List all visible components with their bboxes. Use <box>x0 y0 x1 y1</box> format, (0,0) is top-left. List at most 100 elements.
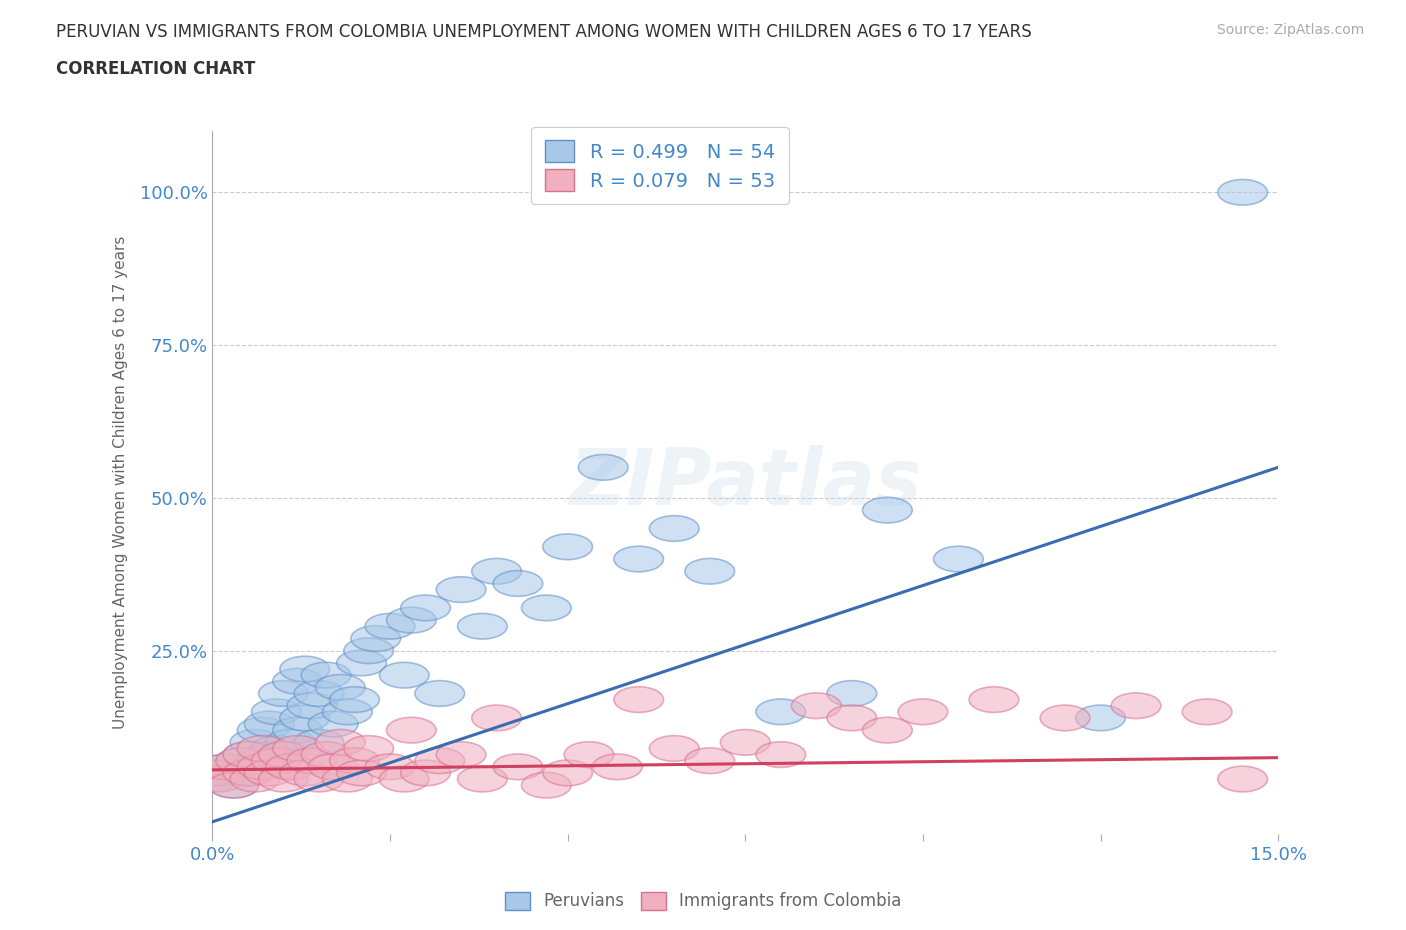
Ellipse shape <box>294 729 344 755</box>
Text: ZIPatlas: ZIPatlas <box>569 445 921 521</box>
Ellipse shape <box>436 742 486 767</box>
Ellipse shape <box>308 711 359 737</box>
Ellipse shape <box>280 760 329 786</box>
Ellipse shape <box>301 742 352 767</box>
Ellipse shape <box>685 558 734 584</box>
Ellipse shape <box>494 754 543 779</box>
Ellipse shape <box>238 754 287 779</box>
Ellipse shape <box>273 717 322 743</box>
Ellipse shape <box>415 748 464 774</box>
Ellipse shape <box>194 766 245 791</box>
Ellipse shape <box>366 754 415 779</box>
Ellipse shape <box>245 760 294 786</box>
Ellipse shape <box>259 681 308 706</box>
Ellipse shape <box>578 455 628 480</box>
Ellipse shape <box>266 754 315 779</box>
Ellipse shape <box>194 760 245 786</box>
Ellipse shape <box>252 699 301 724</box>
Ellipse shape <box>301 662 352 688</box>
Ellipse shape <box>259 766 308 791</box>
Ellipse shape <box>472 705 522 731</box>
Ellipse shape <box>287 693 336 719</box>
Ellipse shape <box>315 729 366 755</box>
Ellipse shape <box>1182 699 1232 724</box>
Ellipse shape <box>315 674 366 700</box>
Ellipse shape <box>231 766 280 791</box>
Ellipse shape <box>614 546 664 572</box>
Ellipse shape <box>245 711 294 737</box>
Ellipse shape <box>238 717 287 743</box>
Legend: R = 0.499   N = 54, R = 0.079   N = 53: R = 0.499 N = 54, R = 0.079 N = 53 <box>531 126 789 205</box>
Ellipse shape <box>336 650 387 676</box>
Ellipse shape <box>252 736 301 762</box>
Ellipse shape <box>322 699 373 724</box>
Ellipse shape <box>187 766 238 791</box>
Ellipse shape <box>522 595 571 620</box>
Ellipse shape <box>969 686 1019 712</box>
Ellipse shape <box>564 742 614 767</box>
Ellipse shape <box>1218 766 1267 791</box>
Ellipse shape <box>862 717 912 743</box>
Y-axis label: Unemployment Among Women with Children Ages 6 to 17 years: Unemployment Among Women with Children A… <box>114 236 128 729</box>
Ellipse shape <box>238 736 287 762</box>
Ellipse shape <box>266 729 315 755</box>
Ellipse shape <box>380 766 429 791</box>
Ellipse shape <box>231 729 280 755</box>
Text: CORRELATION CHART: CORRELATION CHART <box>56 60 256 78</box>
Ellipse shape <box>472 558 522 584</box>
Ellipse shape <box>201 754 252 779</box>
Ellipse shape <box>224 760 273 786</box>
Ellipse shape <box>756 699 806 724</box>
Ellipse shape <box>344 638 394 663</box>
Ellipse shape <box>187 760 238 786</box>
Ellipse shape <box>294 766 344 791</box>
Ellipse shape <box>366 614 415 639</box>
Ellipse shape <box>934 546 983 572</box>
Ellipse shape <box>1076 705 1125 731</box>
Ellipse shape <box>217 748 266 774</box>
Ellipse shape <box>224 742 273 767</box>
Ellipse shape <box>543 534 592 560</box>
Ellipse shape <box>280 657 329 682</box>
Ellipse shape <box>827 705 877 731</box>
Ellipse shape <box>522 772 571 798</box>
Ellipse shape <box>231 754 280 779</box>
Ellipse shape <box>336 760 387 786</box>
Ellipse shape <box>329 686 380 712</box>
Ellipse shape <box>209 772 259 798</box>
Ellipse shape <box>592 754 643 779</box>
Ellipse shape <box>614 686 664 712</box>
Ellipse shape <box>273 669 322 694</box>
Ellipse shape <box>201 754 252 779</box>
Legend: Peruvians, Immigrants from Colombia: Peruvians, Immigrants from Colombia <box>498 885 908 917</box>
Ellipse shape <box>209 772 259 798</box>
Ellipse shape <box>259 742 308 767</box>
Ellipse shape <box>756 742 806 767</box>
Ellipse shape <box>543 760 592 786</box>
Ellipse shape <box>387 717 436 743</box>
Ellipse shape <box>294 681 344 706</box>
Ellipse shape <box>401 595 450 620</box>
Ellipse shape <box>322 766 373 791</box>
Ellipse shape <box>329 748 380 774</box>
Ellipse shape <box>245 742 294 767</box>
Ellipse shape <box>280 705 329 731</box>
Ellipse shape <box>308 754 359 779</box>
Ellipse shape <box>792 693 841 719</box>
Ellipse shape <box>862 498 912 523</box>
Ellipse shape <box>898 699 948 724</box>
Ellipse shape <box>1218 179 1267 206</box>
Ellipse shape <box>650 736 699 762</box>
Ellipse shape <box>494 571 543 596</box>
Ellipse shape <box>827 681 877 706</box>
Ellipse shape <box>352 626 401 651</box>
Ellipse shape <box>252 748 301 774</box>
Ellipse shape <box>720 729 770 755</box>
Ellipse shape <box>217 748 266 774</box>
Ellipse shape <box>344 736 394 762</box>
Ellipse shape <box>401 760 450 786</box>
Ellipse shape <box>238 748 287 774</box>
Ellipse shape <box>685 748 734 774</box>
Text: Source: ZipAtlas.com: Source: ZipAtlas.com <box>1216 23 1364 37</box>
Ellipse shape <box>1111 693 1161 719</box>
